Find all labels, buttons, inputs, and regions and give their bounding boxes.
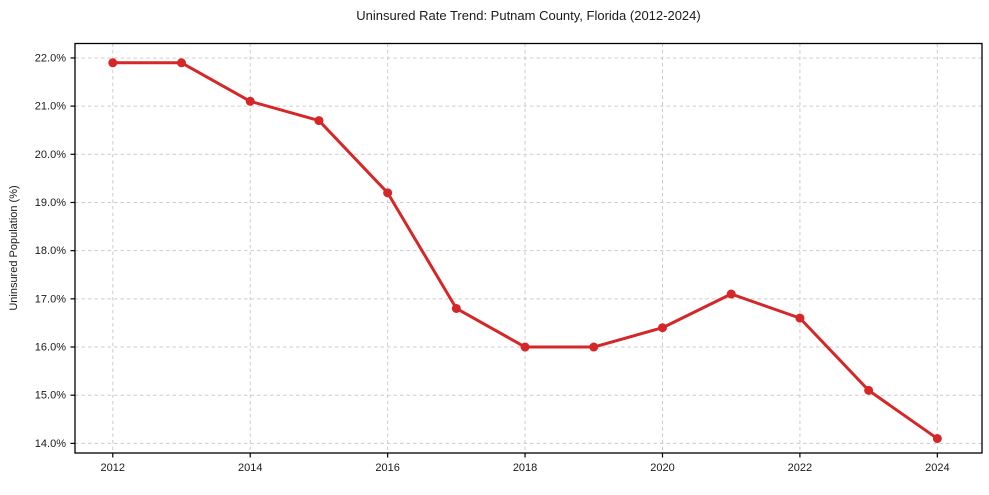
y-tick-label: 14.0% xyxy=(35,438,66,450)
data-point xyxy=(314,116,324,126)
x-tick-label: 2012 xyxy=(101,462,125,474)
data-point xyxy=(726,289,736,299)
y-tick-label: 20.0% xyxy=(35,149,66,161)
data-point xyxy=(520,342,530,352)
data-point xyxy=(108,58,118,68)
x-tick-label: 2022 xyxy=(788,462,812,474)
x-tick-label: 2016 xyxy=(375,462,399,474)
y-tick-label: 16.0% xyxy=(35,342,66,354)
data-point xyxy=(451,303,461,313)
x-tick-label: 2014 xyxy=(238,462,262,474)
y-tick-label: 17.0% xyxy=(35,293,66,305)
x-tick-label: 2024 xyxy=(925,462,949,474)
data-point xyxy=(383,188,393,198)
data-point xyxy=(657,323,667,333)
data-point xyxy=(795,313,805,323)
data-point xyxy=(177,58,187,68)
y-tick-label: 19.0% xyxy=(35,197,66,209)
data-point xyxy=(864,385,874,395)
data-point xyxy=(932,434,942,444)
data-point xyxy=(245,96,255,106)
y-tick-label: 22.0% xyxy=(35,52,66,64)
x-tick-label: 2018 xyxy=(513,462,537,474)
y-tick-label: 18.0% xyxy=(35,245,66,257)
plot-border xyxy=(74,42,983,454)
x-tick-label: 2020 xyxy=(650,462,674,474)
y-axis-label: Uninsured Population (%) xyxy=(8,185,20,311)
y-tick-label: 15.0% xyxy=(35,390,66,402)
y-tick-label: 21.0% xyxy=(35,101,66,113)
chart-title: Uninsured Rate Trend: Putnam County, Flo… xyxy=(356,8,701,23)
data-point xyxy=(589,342,599,352)
